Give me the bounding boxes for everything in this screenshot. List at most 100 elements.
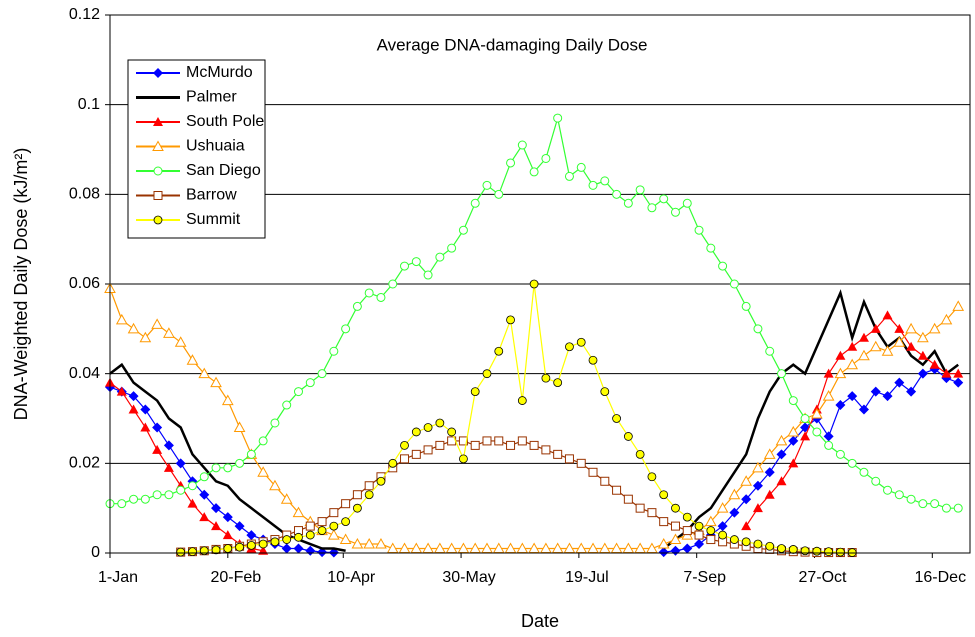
point [835, 350, 846, 360]
point [175, 458, 186, 469]
point [364, 288, 374, 298]
point [600, 476, 610, 486]
point [174, 336, 187, 347]
legend-items: McMurdo Palmer South Pole Ushuaia San Diego B… [136, 64, 264, 228]
chart-title: Average DNA-damaging Daily Dose [377, 35, 648, 54]
point [906, 386, 917, 397]
point [704, 515, 717, 527]
point [187, 481, 197, 491]
point [870, 386, 881, 397]
point [152, 422, 163, 433]
point [270, 418, 280, 428]
x-tick-label: 1-Jan [98, 569, 138, 586]
point [222, 512, 233, 523]
point [822, 390, 835, 401]
point [341, 517, 351, 527]
point [541, 445, 551, 455]
y-tick-label: 0.02 [69, 455, 100, 472]
point [682, 526, 692, 536]
point [871, 476, 881, 486]
point [753, 539, 763, 549]
point [659, 194, 669, 204]
point [140, 404, 151, 415]
point [470, 440, 480, 450]
point [529, 440, 539, 450]
point [635, 503, 645, 513]
point [282, 400, 292, 410]
point [553, 378, 563, 388]
point [282, 535, 292, 544]
point [163, 327, 175, 338]
x-tick-label: 20-Feb [210, 569, 261, 586]
point [140, 422, 151, 432]
point [458, 436, 468, 446]
point [376, 292, 386, 302]
legend-marker [153, 166, 163, 176]
point [917, 331, 929, 343]
point [670, 207, 680, 217]
point [729, 279, 739, 289]
point [847, 391, 858, 402]
point [317, 517, 327, 527]
point [953, 503, 963, 513]
point [576, 458, 586, 468]
point [294, 532, 303, 542]
point [858, 349, 870, 361]
point [293, 387, 303, 397]
point [836, 547, 845, 557]
point [199, 489, 210, 500]
point [529, 279, 539, 289]
point [127, 322, 140, 334]
point [682, 198, 692, 208]
point [906, 494, 916, 504]
point [152, 444, 163, 454]
point [917, 350, 928, 360]
point [694, 530, 704, 540]
point [764, 489, 775, 499]
point [506, 315, 515, 325]
point [317, 369, 327, 379]
point [788, 545, 798, 554]
point [694, 539, 705, 550]
point [517, 140, 527, 150]
point [893, 336, 906, 347]
point [470, 387, 480, 397]
point [176, 485, 186, 495]
point [906, 341, 917, 351]
point [506, 440, 516, 450]
point [870, 323, 881, 333]
point [788, 458, 799, 468]
point [187, 498, 198, 508]
point [517, 396, 527, 405]
point [776, 449, 787, 460]
point [188, 547, 197, 557]
point [787, 425, 800, 437]
x-tick-label: 7-Sep [683, 569, 726, 586]
point [729, 507, 740, 518]
point [235, 542, 244, 552]
point [847, 341, 858, 351]
point [541, 153, 551, 163]
point [411, 427, 421, 437]
point [257, 466, 270, 477]
point [246, 530, 257, 541]
point [115, 313, 128, 325]
point [928, 322, 941, 334]
point [258, 539, 268, 549]
point [894, 323, 905, 333]
point [423, 423, 433, 432]
legend-label: Palmer [186, 89, 237, 106]
point [859, 467, 869, 477]
point [682, 512, 692, 522]
point [777, 369, 787, 379]
x-tick-label: 30-May [442, 569, 495, 586]
point [388, 279, 398, 289]
point [565, 342, 574, 352]
point [233, 421, 246, 432]
point [400, 261, 410, 271]
point [752, 461, 764, 473]
point [163, 462, 174, 472]
point [940, 313, 953, 325]
legend [127, 59, 266, 239]
point [223, 463, 233, 473]
